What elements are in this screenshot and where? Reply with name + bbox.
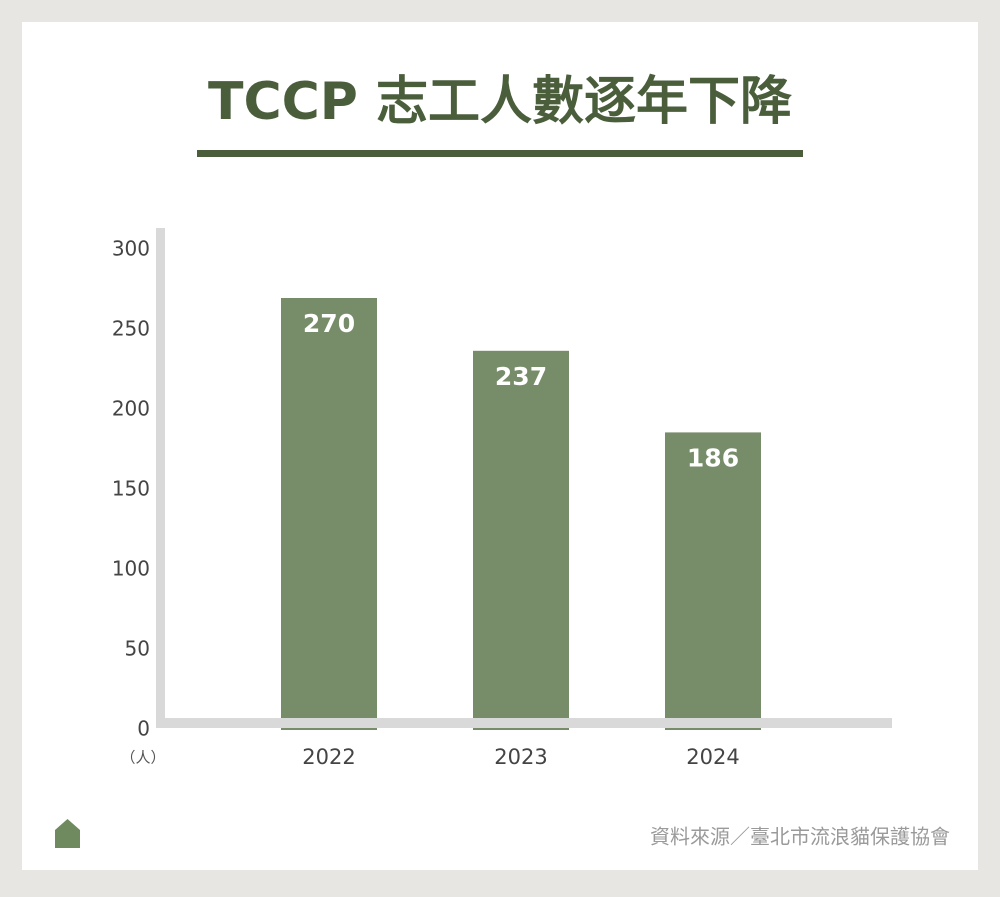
- y-tick-label: 150: [112, 477, 150, 501]
- y-tick-label: 250: [112, 317, 150, 341]
- y-tick-label: 0: [137, 717, 150, 741]
- x-tick-label: 2023: [494, 745, 547, 769]
- y-tick-label: 300: [112, 237, 150, 261]
- chart-title: TCCP 志工人數逐年下降: [208, 72, 792, 132]
- value-label: 270: [303, 309, 355, 338]
- title-underline: [197, 150, 803, 157]
- y-tick-label: 50: [125, 637, 150, 661]
- bar: [281, 298, 377, 730]
- bar: [473, 350, 569, 730]
- bar: [665, 432, 761, 730]
- value-label: 186: [687, 443, 739, 472]
- source: 資料來源／臺北市流浪貓保護協會: [650, 825, 950, 849]
- x-axis: [156, 718, 892, 728]
- y-tick-label: 100: [112, 557, 150, 581]
- y-tick-label: 200: [112, 397, 150, 421]
- y-axis: [156, 228, 165, 728]
- y-unit: （人）: [120, 749, 165, 767]
- logo-icon: [55, 819, 80, 848]
- x-tick-label: 2024: [686, 745, 739, 769]
- x-tick-label: 2022: [302, 745, 355, 769]
- value-label: 237: [495, 362, 547, 391]
